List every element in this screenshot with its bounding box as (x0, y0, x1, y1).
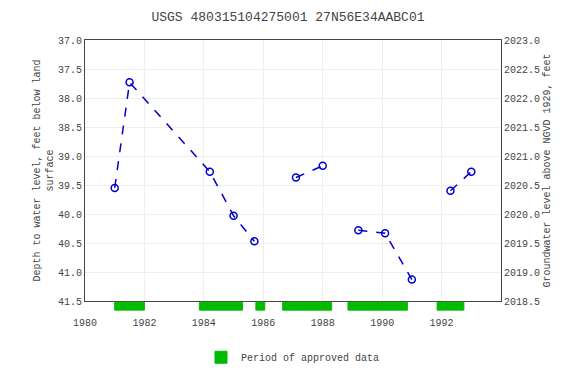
svg-text:1980: 1980 (73, 318, 97, 329)
svg-text:37.0: 37.0 (58, 36, 82, 47)
svg-text:38.5: 38.5 (58, 123, 82, 134)
svg-text:2018.5: 2018.5 (504, 297, 540, 308)
svg-text:1992: 1992 (430, 318, 454, 329)
svg-text:2019.0: 2019.0 (504, 268, 540, 279)
svg-text:2022.0: 2022.0 (504, 94, 540, 105)
svg-text:37.5: 37.5 (58, 65, 82, 76)
svg-text:40.5: 40.5 (58, 239, 82, 250)
svg-text:1990: 1990 (370, 318, 394, 329)
svg-text:2021.5: 2021.5 (504, 123, 540, 134)
svg-text:1986: 1986 (251, 318, 275, 329)
svg-text:Depth to water level, feet bel: Depth to water level, feet below landsur… (32, 59, 56, 281)
svg-text:38.0: 38.0 (58, 94, 82, 105)
svg-text:41.0: 41.0 (58, 268, 82, 279)
svg-text:Period of approved data: Period of approved data (241, 353, 379, 364)
svg-text:2020.5: 2020.5 (504, 181, 540, 192)
svg-text:USGS 480315104275001 27N56E34A: USGS 480315104275001 27N56E34AABC01 (151, 10, 424, 25)
svg-text:2023.0: 2023.0 (504, 36, 540, 47)
svg-text:2020.0: 2020.0 (504, 210, 540, 221)
svg-text:Groundwater level above NGVD 1: Groundwater level above NGVD 1929, feet (542, 53, 553, 287)
svg-text:2021.0: 2021.0 (504, 152, 540, 163)
svg-text:2022.5: 2022.5 (504, 65, 540, 76)
svg-text:41.5: 41.5 (58, 297, 82, 308)
svg-text:39.0: 39.0 (58, 152, 82, 163)
svg-text:39.5: 39.5 (58, 181, 82, 192)
svg-text:2019.5: 2019.5 (504, 239, 540, 250)
svg-text:1988: 1988 (311, 318, 335, 329)
svg-text:40.0: 40.0 (58, 210, 82, 221)
svg-text:1984: 1984 (192, 318, 216, 329)
svg-text:1982: 1982 (132, 318, 156, 329)
